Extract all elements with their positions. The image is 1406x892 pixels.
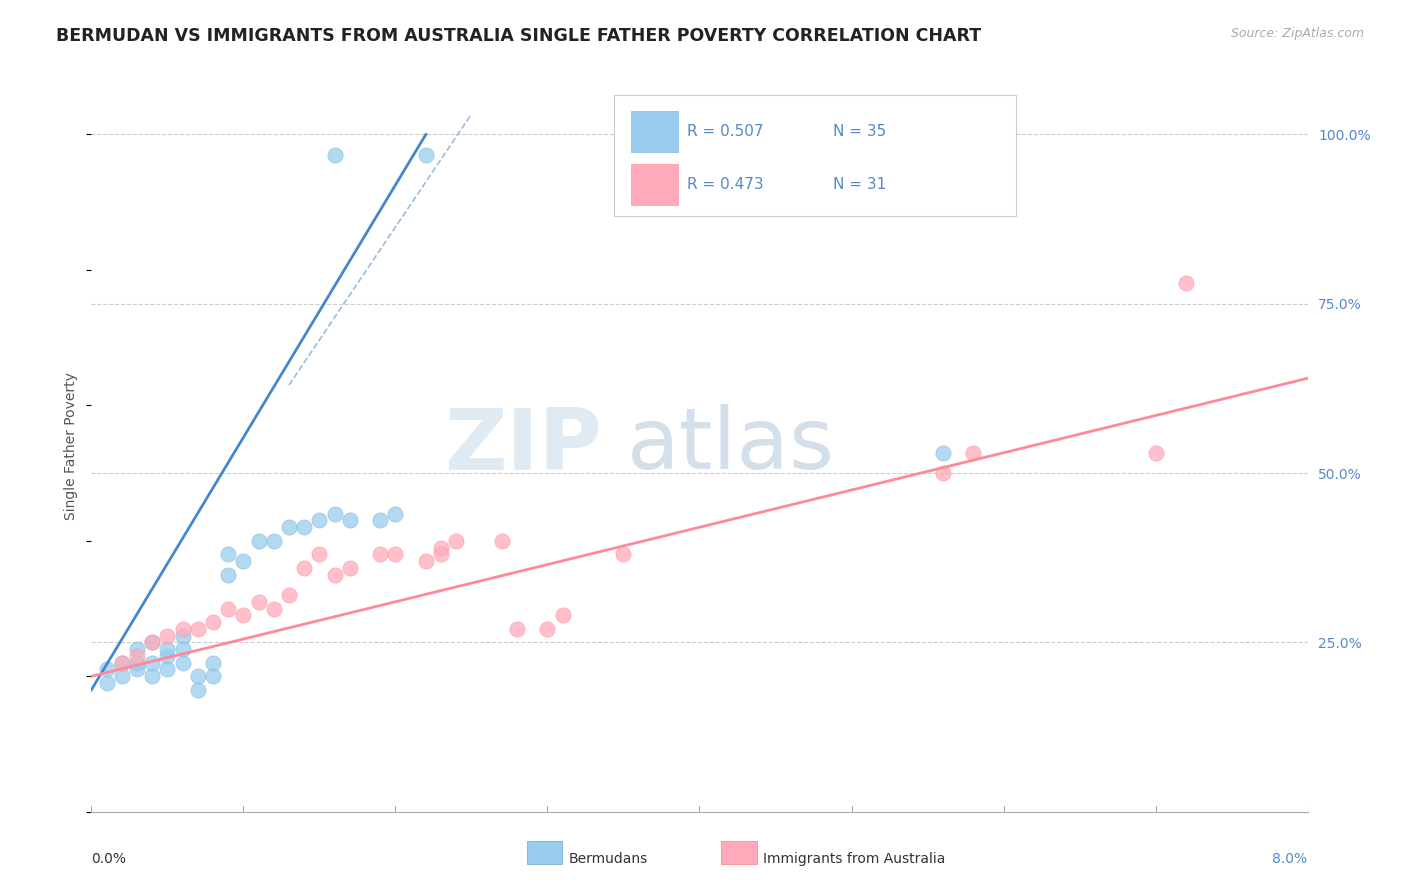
Point — [232, 554, 254, 568]
Point — [156, 642, 179, 657]
Point — [931, 466, 953, 480]
Text: N = 35: N = 35 — [834, 124, 887, 139]
Point — [202, 669, 225, 683]
Point — [96, 663, 118, 677]
Point — [384, 547, 406, 561]
Point — [339, 514, 361, 528]
Point — [368, 514, 391, 528]
Point — [187, 622, 209, 636]
Text: 0.0%: 0.0% — [91, 852, 127, 866]
Point — [263, 601, 285, 615]
Point — [384, 507, 406, 521]
FancyBboxPatch shape — [631, 111, 678, 152]
Point — [551, 608, 574, 623]
Point — [217, 567, 239, 582]
FancyBboxPatch shape — [614, 95, 1015, 216]
Text: BERMUDAN VS IMMIGRANTS FROM AUSTRALIA SINGLE FATHER POVERTY CORRELATION CHART: BERMUDAN VS IMMIGRANTS FROM AUSTRALIA SI… — [56, 27, 981, 45]
Point — [931, 446, 953, 460]
Point — [125, 648, 148, 663]
Point — [125, 663, 148, 677]
Text: Source: ZipAtlas.com: Source: ZipAtlas.com — [1230, 27, 1364, 40]
Point — [339, 561, 361, 575]
Text: Immigrants from Australia: Immigrants from Australia — [762, 852, 945, 866]
Point — [141, 635, 163, 649]
Point — [172, 642, 194, 657]
Text: ZIP: ZIP — [444, 404, 602, 488]
Text: 8.0%: 8.0% — [1272, 852, 1308, 866]
Point — [96, 676, 118, 690]
Point — [962, 446, 984, 460]
Point — [187, 669, 209, 683]
Point — [1174, 277, 1197, 291]
Point — [247, 533, 270, 548]
Point — [111, 656, 134, 670]
Point — [172, 629, 194, 643]
Point — [308, 514, 330, 528]
Point — [444, 533, 467, 548]
Point — [217, 601, 239, 615]
Y-axis label: Single Father Poverty: Single Father Poverty — [65, 372, 79, 520]
Point — [323, 567, 346, 582]
Point — [156, 629, 179, 643]
Point — [308, 547, 330, 561]
Point — [187, 682, 209, 697]
Point — [368, 547, 391, 561]
Text: R = 0.473: R = 0.473 — [688, 178, 763, 192]
Point — [292, 520, 315, 534]
Point — [415, 554, 437, 568]
Point — [156, 663, 179, 677]
Point — [172, 656, 194, 670]
Point — [202, 656, 225, 670]
Point — [323, 507, 346, 521]
Point — [278, 520, 301, 534]
Point — [141, 669, 163, 683]
Point — [232, 608, 254, 623]
Text: R = 0.507: R = 0.507 — [688, 124, 763, 139]
Point — [430, 541, 453, 555]
Text: Bermudans: Bermudans — [568, 852, 647, 866]
Point — [125, 656, 148, 670]
Point — [111, 656, 134, 670]
Point — [506, 622, 529, 636]
Point — [292, 561, 315, 575]
Point — [141, 635, 163, 649]
Point — [612, 547, 634, 561]
Point — [263, 533, 285, 548]
Text: N = 31: N = 31 — [834, 178, 887, 192]
Point — [172, 622, 194, 636]
Point — [217, 547, 239, 561]
Point — [323, 148, 346, 162]
Point — [247, 595, 270, 609]
Point — [278, 588, 301, 602]
Point — [111, 669, 134, 683]
Point — [430, 547, 453, 561]
Point — [536, 622, 558, 636]
Point — [1144, 446, 1167, 460]
Point — [141, 656, 163, 670]
Text: atlas: atlas — [627, 404, 835, 488]
FancyBboxPatch shape — [721, 841, 756, 864]
Point — [156, 648, 179, 663]
Point — [491, 533, 513, 548]
FancyBboxPatch shape — [527, 841, 562, 864]
Point — [125, 642, 148, 657]
FancyBboxPatch shape — [631, 164, 678, 205]
Point — [202, 615, 225, 629]
Point — [415, 148, 437, 162]
